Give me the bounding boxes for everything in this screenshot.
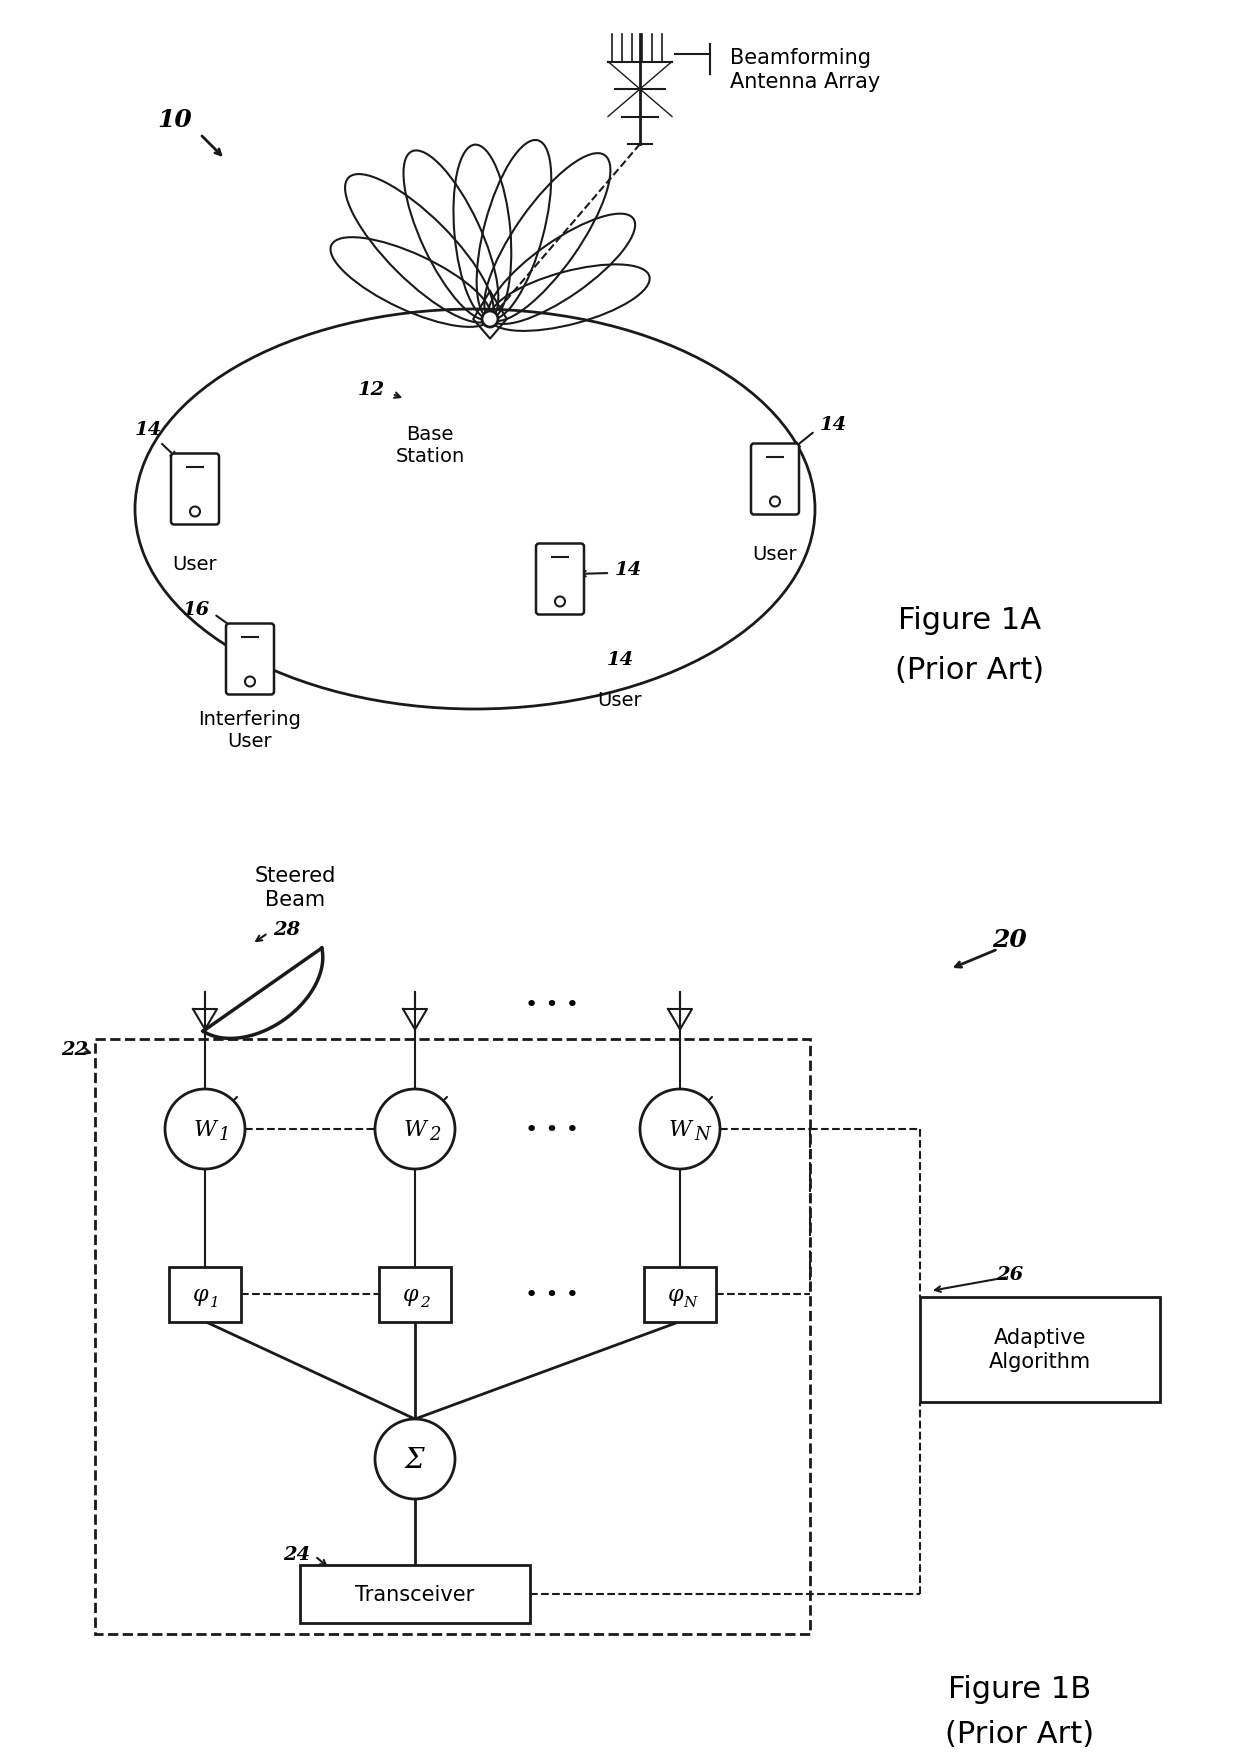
Ellipse shape	[374, 1420, 455, 1499]
Text: Transceiver: Transceiver	[356, 1584, 475, 1603]
Text: φ: φ	[193, 1282, 208, 1305]
Text: 1: 1	[210, 1295, 219, 1309]
Text: Base
Station: Base Station	[396, 425, 465, 466]
Text: Interfering
User: Interfering User	[198, 709, 301, 750]
Text: 1: 1	[219, 1125, 231, 1143]
Text: 22: 22	[61, 1041, 88, 1058]
Bar	[169, 1267, 241, 1321]
Text: Beamforming
Antenna Array: Beamforming Antenna Array	[730, 48, 880, 92]
Text: 26: 26	[997, 1265, 1024, 1282]
Bar	[920, 1297, 1159, 1402]
Text: 16: 16	[182, 602, 210, 619]
Text: (Prior Art): (Prior Art)	[945, 1720, 1095, 1748]
Text: φ: φ	[403, 1282, 419, 1305]
Text: 12: 12	[358, 381, 384, 399]
Ellipse shape	[640, 1090, 720, 1170]
Text: • • •: • • •	[525, 1120, 579, 1140]
Bar	[300, 1565, 529, 1623]
Text: Adaptive
Algorithm: Adaptive Algorithm	[990, 1328, 1091, 1371]
Text: Figure 1A: Figure 1A	[899, 605, 1042, 633]
Text: (Prior Art): (Prior Art)	[895, 654, 1044, 684]
Text: 24: 24	[283, 1545, 310, 1563]
Text: N: N	[694, 1125, 709, 1143]
Text: 20: 20	[993, 928, 1028, 951]
Text: Steered
Beam: Steered Beam	[254, 866, 336, 908]
Text: 14: 14	[606, 651, 634, 669]
Bar	[644, 1267, 715, 1321]
Text: W: W	[403, 1118, 427, 1140]
Text: User: User	[598, 690, 642, 709]
Text: • • •: • • •	[525, 1284, 579, 1304]
Text: W: W	[668, 1118, 692, 1140]
FancyBboxPatch shape	[171, 455, 219, 526]
Text: 28: 28	[273, 921, 300, 938]
FancyBboxPatch shape	[226, 624, 274, 695]
Text: 14: 14	[615, 561, 642, 579]
Text: • • •: • • •	[525, 995, 579, 1014]
Text: 14: 14	[820, 416, 847, 434]
Text: 2: 2	[420, 1295, 430, 1309]
FancyBboxPatch shape	[751, 445, 799, 515]
Text: Σ: Σ	[405, 1446, 425, 1473]
Text: 10: 10	[157, 108, 192, 132]
Bar	[379, 1267, 451, 1321]
FancyBboxPatch shape	[536, 543, 584, 616]
Text: φ: φ	[668, 1282, 683, 1305]
Bar	[95, 1039, 810, 1633]
Ellipse shape	[165, 1090, 246, 1170]
Circle shape	[482, 312, 498, 328]
Text: 14: 14	[134, 422, 161, 439]
Text: User: User	[753, 545, 797, 564]
Text: User: User	[172, 554, 217, 573]
Ellipse shape	[374, 1090, 455, 1170]
Text: Figure 1B: Figure 1B	[949, 1674, 1091, 1704]
Text: N: N	[683, 1295, 697, 1309]
Text: W: W	[193, 1118, 217, 1140]
Text: 2: 2	[429, 1125, 440, 1143]
